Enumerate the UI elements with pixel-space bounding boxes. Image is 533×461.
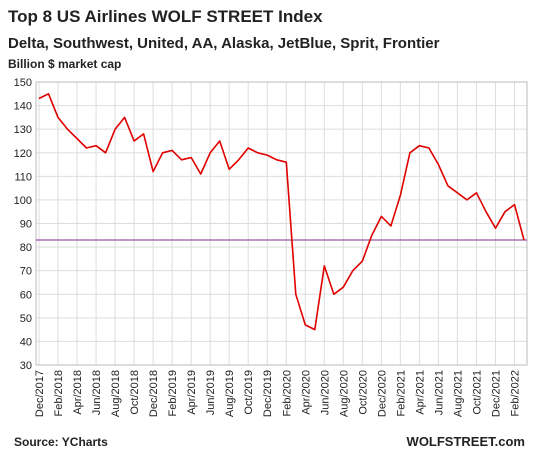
x-tick-label: Apr/2020 (300, 370, 312, 415)
y-tick-label: 30 (20, 360, 32, 372)
x-tick-label: Dec/2019 (262, 370, 274, 417)
y-axis-label: Billion $ market cap (8, 57, 121, 71)
x-tick-label: Jun/2021 (433, 370, 445, 415)
data-line (38, 93, 525, 331)
x-tick-label: Jun/2020 (319, 370, 331, 415)
x-tick-label: Dec/2018 (148, 370, 160, 417)
x-tick-label: Aug/2021 (452, 370, 464, 417)
y-tick-label: 120 (14, 148, 32, 160)
y-tick-label: 40 (20, 336, 32, 348)
x-tick-label: Jun/2019 (205, 370, 217, 415)
x-tick-label: Oct/2020 (357, 370, 369, 415)
source: Source: YCharts (14, 435, 108, 449)
x-tick-label: Feb/2020 (281, 370, 293, 416)
x-tick-label: Apr/2019 (186, 370, 198, 415)
y-tick-label: 70 (20, 266, 32, 278)
chart-subtitle: Delta, Southwest, United, AA, Alaska, Je… (8, 35, 440, 52)
chart-title: Top 8 US Airlines WOLF STREET Index (8, 7, 323, 26)
x-tick-label: Feb/2018 (53, 370, 65, 416)
x-tick-label: Feb/2019 (167, 370, 179, 416)
x-tick-label: Jun/2018 (91, 370, 103, 415)
y-tick-label: 150 (14, 77, 32, 89)
x-tick-label: Dec/2020 (376, 370, 388, 417)
y-tick-label: 140 (14, 101, 32, 113)
x-tick-label: Aug/2018 (110, 370, 122, 417)
y-tick-label: 50 (20, 313, 32, 325)
y-tick-label: 60 (20, 289, 32, 301)
x-tick-label: Oct/2019 (243, 370, 255, 415)
y-tick-label: 110 (14, 171, 32, 183)
x-tick-label: Dec/2017 (34, 370, 46, 417)
x-tick-label: Dec/2021 (490, 370, 502, 417)
y-tick-label: 80 (20, 242, 32, 254)
x-tick-label: Apr/2018 (72, 370, 84, 415)
y-tick-label: 90 (20, 219, 32, 231)
y-tick-label: 100 (14, 195, 32, 207)
x-tick-label: Apr/2021 (414, 370, 426, 415)
x-tick-label: Aug/2019 (224, 370, 236, 417)
y-tick-label: 130 (14, 124, 32, 136)
x-tick-label: Feb/2021 (395, 370, 407, 416)
x-tick-label: Oct/2021 (471, 370, 483, 415)
x-tick-label: Aug/2020 (338, 370, 350, 417)
watermark: WOLFSTREET.com (407, 434, 525, 449)
x-tick-label: Feb/2022 (509, 370, 521, 416)
plot-frame (35, 81, 528, 366)
x-tick-label: Oct/2018 (129, 370, 141, 415)
